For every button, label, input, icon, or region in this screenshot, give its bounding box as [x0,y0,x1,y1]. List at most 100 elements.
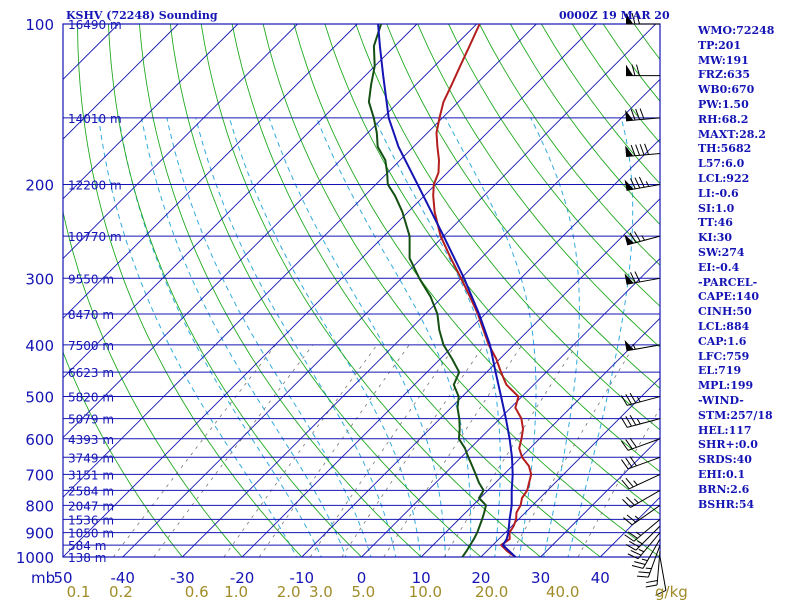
moist-adiabat-line [99,118,303,568]
pressure-tick-label: 500 [25,389,54,407]
stat-item: FRZ:635 [698,68,774,83]
pressure-tick-label: 300 [25,270,54,288]
stat-item: CINH:50 [698,305,774,320]
pressure-tick-label: 700 [25,466,54,484]
moist-adiabat-line [119,118,326,568]
mixing-ratio-lines [113,345,696,557]
stat-item: LI:-0.6 [698,187,774,202]
wind-barb [625,177,660,190]
height-label: 3151 m [68,468,114,482]
stat-item: TP:201 [698,39,774,54]
mixing-ratio-tick-label: 5.0 [351,583,375,600]
height-label: 8470 m [68,308,114,322]
stat-item: RH:68.2 [698,113,774,128]
height-label: 5820 m [68,391,114,405]
parcel-profile-line [378,24,515,557]
station-title: KSHV (72248) Sounding [66,9,218,22]
moist-adiabat-line [142,118,351,568]
stat-item: TH:5682 [698,142,774,157]
isotherms [0,24,800,557]
pressure-tick-label: 200 [25,176,54,194]
stat-item: EI:-0.4 [698,261,774,276]
mixing-ratio-tick-label: 2.0 [277,583,301,600]
stat-item: WMO:72248 [698,24,774,39]
mixing-ratio-tick-label: 20.0 [475,583,508,600]
height-label: 3749 m [68,451,114,465]
mixing-ratio-tick-label: 10.0 [409,583,442,600]
stat-item: PW:1.50 [698,98,774,113]
wind-barb [624,232,660,245]
stat-item: MW:191 [698,54,774,69]
temperature-tick-label: 40 [591,569,610,587]
moist-adiabat-line [196,118,398,568]
moist-adiabat-line [229,118,421,568]
mixing-ratio-unit-label: g/kg [655,583,688,600]
wind-barb [626,65,660,76]
isotherm-line [63,24,596,557]
stat-item: STM:257/18 [698,409,774,424]
isotherm-line [182,24,715,557]
stat-item: CAP:1.6 [698,335,774,350]
stat-item: TT:46 [698,216,774,231]
wind-barb [621,438,660,450]
stat-item: KI:30 [698,231,774,246]
stat-item: BSHR:54 [698,498,774,513]
stat-item: LCL:922 [698,172,774,187]
mixing-ratio-tick-label: 3.0 [309,583,333,600]
wind-barb [621,393,660,405]
stat-item: SW:274 [698,246,774,261]
mixing-ratio-tick-label: 0.2 [109,583,133,600]
stat-item: CAPE:140 [698,290,774,305]
height-label: 4393 m [68,433,114,447]
wind-barb [622,474,660,488]
pressure-unit-label: mb [31,569,55,587]
height-label: 7500 m [68,339,114,353]
height-label: 9550 m [68,272,114,286]
stat-item: -WIND- [698,394,774,409]
sounding-time: 0000Z 19 MAR 20 [559,9,670,22]
pressure-tick-label: 800 [25,497,54,515]
stat-item: SHR+:0.0 [698,438,774,453]
height-label: 2047 m [68,499,114,513]
height-label: 10770 m [68,230,122,244]
height-label: 1536 m [68,513,114,527]
stat-item: SRDS:40 [698,453,774,468]
stat-item: MPL:199 [698,379,774,394]
mixing-ratio-line [578,345,696,557]
moist-adiabat-line [167,118,374,568]
moist-adiabat-line [317,118,471,568]
height-label: 12200 m [68,178,122,192]
height-label: 6623 m [68,366,114,380]
stat-item: SI:1.0 [698,202,774,217]
pressure-tick-label: 900 [25,525,54,543]
stat-item: LFC:759 [698,350,774,365]
pressure-tick-label: 1000 [16,549,54,567]
wind-barb [625,109,660,121]
stat-item: EL:719 [698,364,774,379]
pressure-tick-label: 600 [25,431,54,449]
height-label: 2584 m [68,484,114,498]
mixing-ratio-tick-label: 0.6 [185,583,209,600]
height-label: 5079 m [68,413,114,427]
chart-frame [63,24,660,557]
height-label: 14010 m [68,112,122,126]
mixing-ratio-tick-label: 40.0 [546,583,579,600]
mixing-ratio-tick-label: 0.1 [67,583,91,600]
stat-item: WB0:670 [698,83,774,98]
pressure-tick-label: 400 [25,337,54,355]
mixing-ratio-line [224,345,377,557]
stat-item: LCL:884 [698,320,774,335]
isobars [63,24,660,557]
pressure-tick-label: 100 [25,16,54,34]
mixing-ratio-tick-label: 1.0 [224,583,248,600]
height-label: 138 m [68,551,106,565]
stat-item: EHI:0.1 [698,468,774,483]
isotherm-line [242,24,775,557]
stat-item: MAXT:28.2 [698,128,774,143]
dry-adiabat-line [108,24,373,568]
moist-adiabat-line [531,118,580,568]
